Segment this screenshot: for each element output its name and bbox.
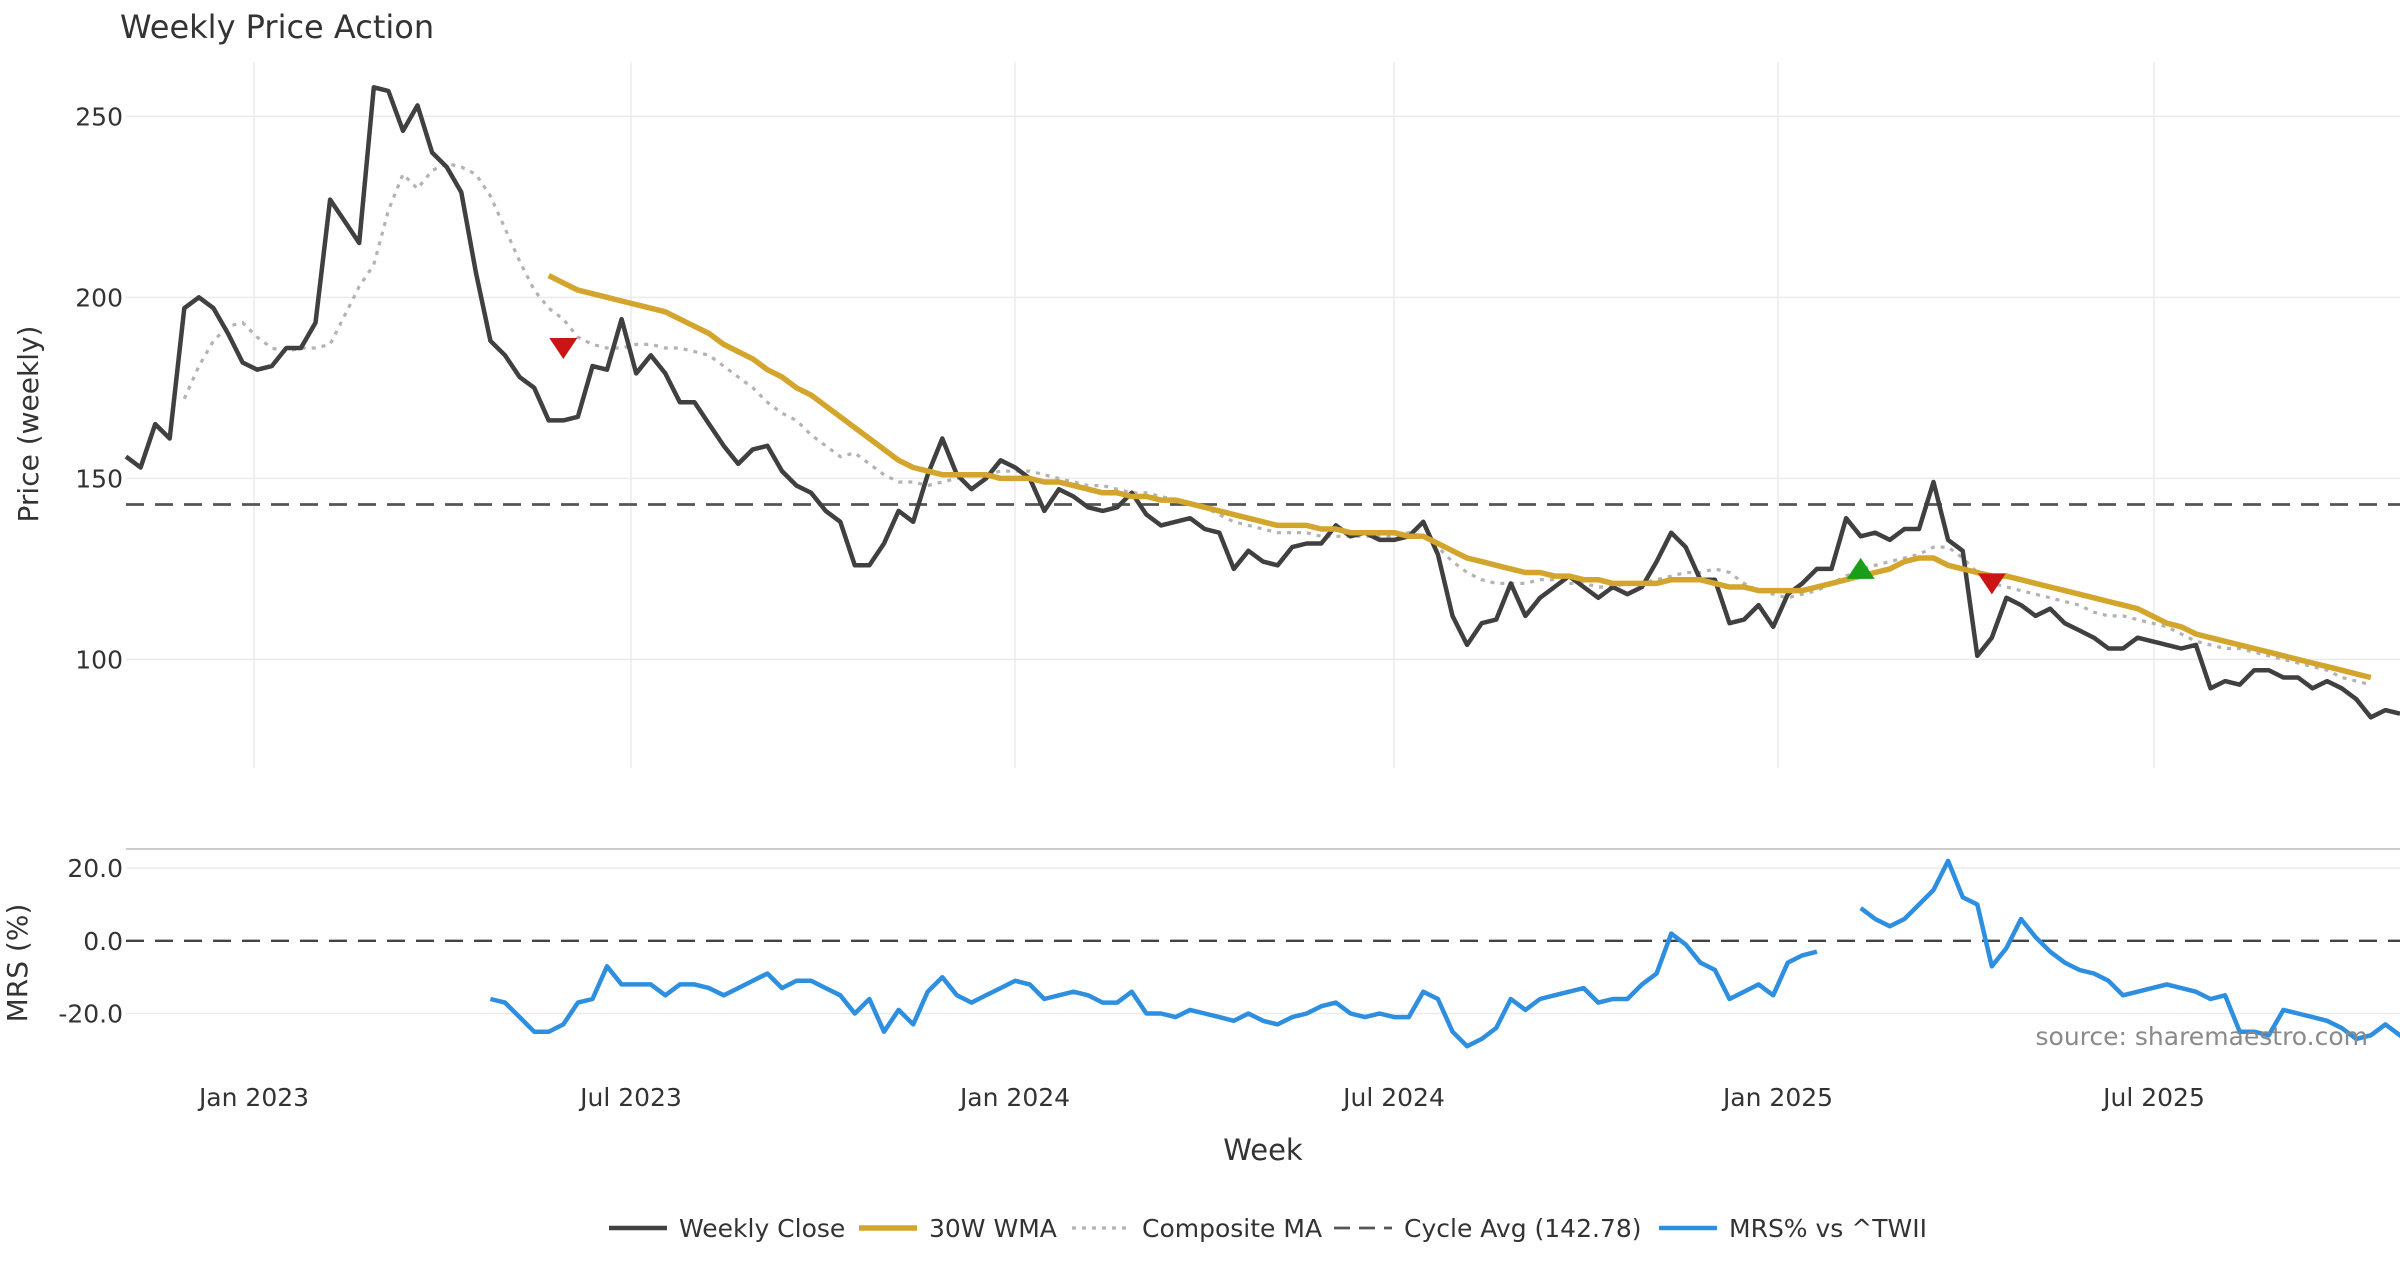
x-tick-label: Jul 2025 [2101, 1083, 2205, 1112]
mrs-line-segment-2 [1859, 858, 2400, 1042]
price-y-tick-label: 100 [75, 645, 123, 674]
legend-label: 30W WMA [929, 1214, 1057, 1243]
price-y-tick-label: 250 [75, 102, 123, 131]
mrs-y-tick-label: 0.0 [83, 927, 123, 956]
source-note: source: sharemaestro.com [2036, 1022, 2369, 1051]
price-y-axis: 100 150 200 250 [75, 102, 123, 674]
mrs-series [489, 858, 2400, 1049]
price-y-tick-label: 150 [75, 464, 123, 493]
mrs-y-tick-label: -20.0 [58, 1000, 123, 1029]
chart-title: Weekly Price Action [120, 8, 434, 46]
mrs-y-axis: 20.0 0.0 -20.0 [58, 854, 123, 1028]
mrs-y-tick-label: 20.0 [67, 854, 123, 883]
legend-label: Weekly Close [679, 1214, 845, 1243]
legend-label: MRS% vs ^TWII [1729, 1214, 1927, 1243]
x-tick-label: Jul 2024 [1341, 1083, 1445, 1112]
sell-signal-marker [1977, 573, 2006, 595]
mrs-panel-grid [126, 867, 2400, 1015]
x-axis-ticks: Jan 2023 Jul 2023 Jan 2024 Jul 2024 Jan 2025… [197, 1083, 2205, 1112]
legend-label: Cycle Avg (142.78) [1404, 1214, 1642, 1243]
mrs-y-axis-label: MRS (%) [1, 904, 34, 1023]
x-tick-label: Jan 2025 [1721, 1083, 1833, 1112]
weekly-close-line [124, 85, 2400, 720]
mrs-line-segment-1 [489, 931, 1818, 1049]
x-tick-label: Jan 2024 [958, 1083, 1070, 1112]
x-tick-label: Jul 2023 [578, 1083, 682, 1112]
price-panel-grid [126, 62, 2400, 768]
sell-signal-marker [549, 338, 578, 360]
wma-30w-line [547, 273, 2372, 681]
price-y-tick-label: 200 [75, 283, 123, 312]
composite-ma-line [182, 161, 2372, 687]
signal-markers [549, 338, 2006, 595]
legend: Weekly Close 30W WMA Composite MA Cycle Avg… [609, 1214, 1927, 1243]
buy-signal-marker [1846, 557, 1875, 579]
x-tick-label: Jan 2023 [197, 1083, 309, 1112]
x-axis-label: Week [1223, 1133, 1303, 1167]
price-y-axis-label: Price (weekly) [12, 326, 45, 523]
legend-label: Composite MA [1142, 1214, 1322, 1243]
